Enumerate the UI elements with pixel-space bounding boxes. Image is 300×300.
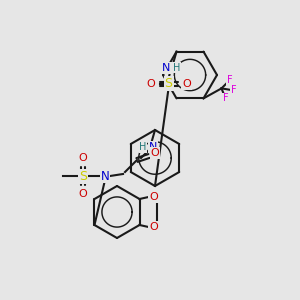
Text: O: O [151, 148, 159, 158]
Text: O: O [182, 79, 191, 88]
Text: S: S [164, 77, 172, 90]
Text: N: N [100, 169, 109, 182]
Text: N: N [162, 63, 171, 73]
Text: O: O [79, 153, 87, 163]
Text: O: O [149, 192, 158, 202]
Text: F: F [223, 93, 228, 103]
Text: S: S [79, 169, 87, 182]
Text: F: F [227, 75, 232, 85]
Text: O: O [146, 79, 155, 88]
Text: H: H [173, 63, 180, 73]
Text: N: N [149, 142, 157, 152]
Text: F: F [231, 85, 236, 95]
Text: O: O [149, 222, 158, 232]
Text: H: H [139, 142, 147, 152]
Text: O: O [79, 189, 87, 199]
